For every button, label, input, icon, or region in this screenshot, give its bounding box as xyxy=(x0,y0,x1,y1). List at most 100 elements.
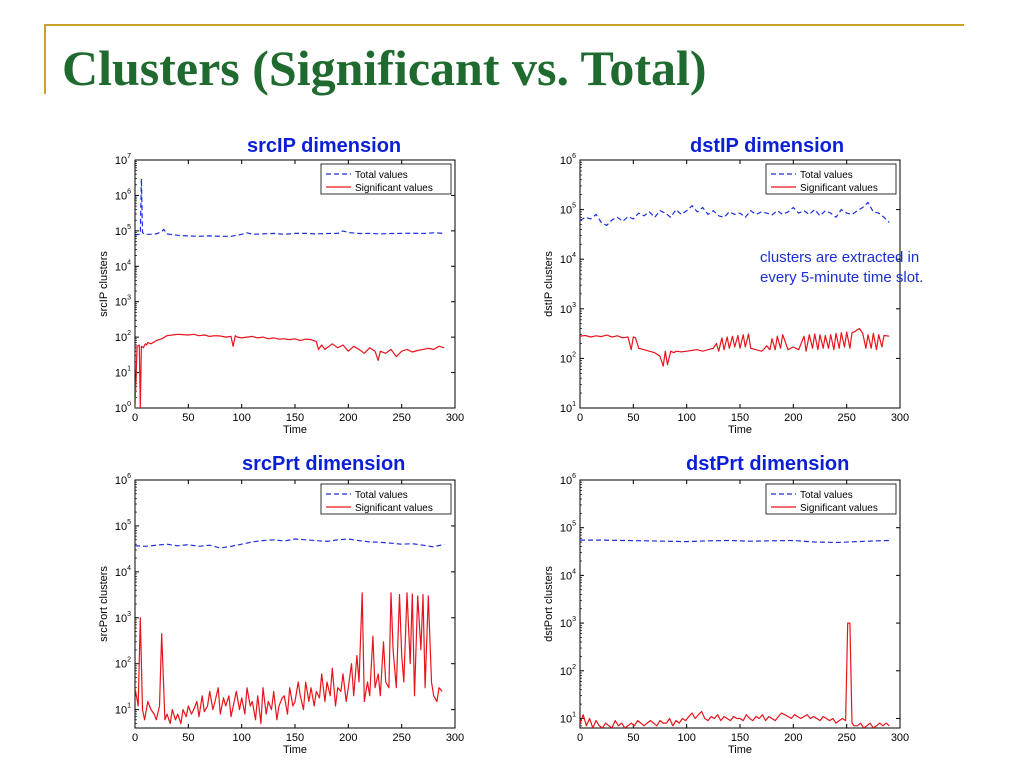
x-axis-label: Time xyxy=(728,424,752,436)
y-tick-label-exp: 1 xyxy=(127,703,131,710)
y-tick-label: 106 xyxy=(560,153,576,167)
series-line-significant xyxy=(135,592,443,725)
y-tick-label-base: 10 xyxy=(115,567,127,579)
y-tick-label-exp: 3 xyxy=(127,611,131,618)
slide-title: Clusters (Significant vs. Total) xyxy=(62,40,707,96)
x-tick-label: 50 xyxy=(182,412,194,424)
x-tick-label: 50 xyxy=(182,732,194,744)
series-line-total xyxy=(135,538,445,549)
y-tick-label: 105 xyxy=(560,203,576,217)
y-tick-label: 103 xyxy=(560,616,576,630)
x-tick-label: 0 xyxy=(577,732,583,744)
y-tick-label: 102 xyxy=(560,351,576,365)
legend-box xyxy=(320,483,452,515)
y-tick-label-exp: 3 xyxy=(127,295,131,302)
y-tick-label-base: 10 xyxy=(560,254,572,266)
y-tick-label: 106 xyxy=(560,473,576,487)
y-tick-label-exp: 7 xyxy=(127,153,131,160)
x-tick-label: 250 xyxy=(392,412,410,424)
y-tick-label: 102 xyxy=(115,330,131,344)
legend-label: Total values xyxy=(800,170,853,181)
legend-box xyxy=(765,483,897,515)
y-tick-label-exp: 3 xyxy=(572,616,576,623)
series-line-significant xyxy=(135,333,445,408)
y-tick-label-exp: 5 xyxy=(127,519,131,526)
series-line-significant xyxy=(580,327,890,367)
x-tick-label: 100 xyxy=(677,412,695,424)
x-tick-label: 250 xyxy=(837,412,855,424)
y-tick-label: 105 xyxy=(560,521,576,535)
panel-title-srcprt: srcPrt dimension xyxy=(242,453,406,475)
x-tick-label: 150 xyxy=(731,732,749,744)
legend-label: Significant values xyxy=(800,183,878,194)
x-tick-label: 300 xyxy=(446,732,464,744)
y-tick-label-base: 10 xyxy=(115,297,127,309)
x-tick-label: 150 xyxy=(731,412,749,424)
y-tick-label: 105 xyxy=(115,224,131,238)
x-tick-label: 300 xyxy=(891,732,909,744)
x-tick-label: 50 xyxy=(627,412,639,424)
series-line-total xyxy=(135,177,445,237)
legend-label: Significant values xyxy=(355,503,433,514)
y-tick-label-base: 10 xyxy=(115,368,127,380)
x-tick-label: 0 xyxy=(132,412,138,424)
y-tick-label-base: 10 xyxy=(115,403,127,415)
y-tick-label-base: 10 xyxy=(115,332,127,344)
x-tick-label: 100 xyxy=(232,412,250,424)
y-tick-label: 107 xyxy=(115,153,131,167)
y-tick-label-exp: 0 xyxy=(127,401,131,408)
y-tick-label-base: 10 xyxy=(560,618,572,630)
x-tick-label: 0 xyxy=(132,732,138,744)
y-tick-label-base: 10 xyxy=(115,613,127,625)
y-tick-label: 104 xyxy=(115,259,131,273)
series-line-significant xyxy=(580,622,890,728)
y-tick-label: 104 xyxy=(115,565,131,579)
y-tick-label-exp: 5 xyxy=(127,224,131,231)
x-tick-label: 100 xyxy=(232,732,250,744)
y-tick-label-exp: 6 xyxy=(127,473,131,480)
y-tick-label-exp: 1 xyxy=(572,401,576,408)
y-tick-label: 102 xyxy=(560,664,576,678)
y-tick-label-base: 10 xyxy=(115,190,127,202)
legend-label: Total values xyxy=(800,490,853,501)
y-tick-label: 103 xyxy=(115,611,131,625)
y-axis-label: dstIP clusters xyxy=(543,251,555,317)
panel-title-dstip: dstIP dimension xyxy=(690,135,845,157)
axes-box xyxy=(579,159,901,409)
series-group xyxy=(135,538,445,725)
legend-box xyxy=(320,163,452,195)
y-tick-label-base: 10 xyxy=(115,226,127,238)
y-tick-label: 105 xyxy=(115,519,131,533)
y-tick-label-exp: 1 xyxy=(572,711,576,718)
y-tick-label-base: 10 xyxy=(560,403,572,415)
x-tick-label: 150 xyxy=(286,732,304,744)
y-tick-label-base: 10 xyxy=(560,353,572,365)
annotation-line-1: clusters are extracted in xyxy=(760,249,920,266)
annotation-note: clusters are extracted in every 5-minute… xyxy=(760,248,1000,288)
y-tick-label-exp: 3 xyxy=(572,302,576,309)
y-tick-label: 100 xyxy=(115,401,131,415)
x-axis-label: Time xyxy=(283,744,307,756)
annotation-line-2: every 5-minute time slot. xyxy=(760,269,924,286)
y-tick-label-exp: 6 xyxy=(127,188,131,195)
y-tick-label-base: 10 xyxy=(115,705,127,717)
y-tick-label: 101 xyxy=(115,366,131,380)
y-tick-label-exp: 1 xyxy=(127,366,131,373)
y-tick-label-base: 10 xyxy=(560,523,572,535)
accent-line-left xyxy=(44,24,46,94)
y-tick-label: 106 xyxy=(115,188,131,202)
panel-title-dstprt: dstPrt dimension xyxy=(686,453,850,475)
y-tick-label-base: 10 xyxy=(115,155,127,167)
legend-box xyxy=(765,163,897,195)
legend-label: Significant values xyxy=(355,183,433,194)
y-tick-label-exp: 2 xyxy=(572,351,576,358)
series-group xyxy=(580,539,890,728)
y-tick-label-exp: 5 xyxy=(572,203,576,210)
x-tick-label: 250 xyxy=(392,732,410,744)
legend-label: Significant values xyxy=(800,503,878,514)
y-tick-label: 102 xyxy=(115,657,131,671)
series-group xyxy=(135,177,445,408)
